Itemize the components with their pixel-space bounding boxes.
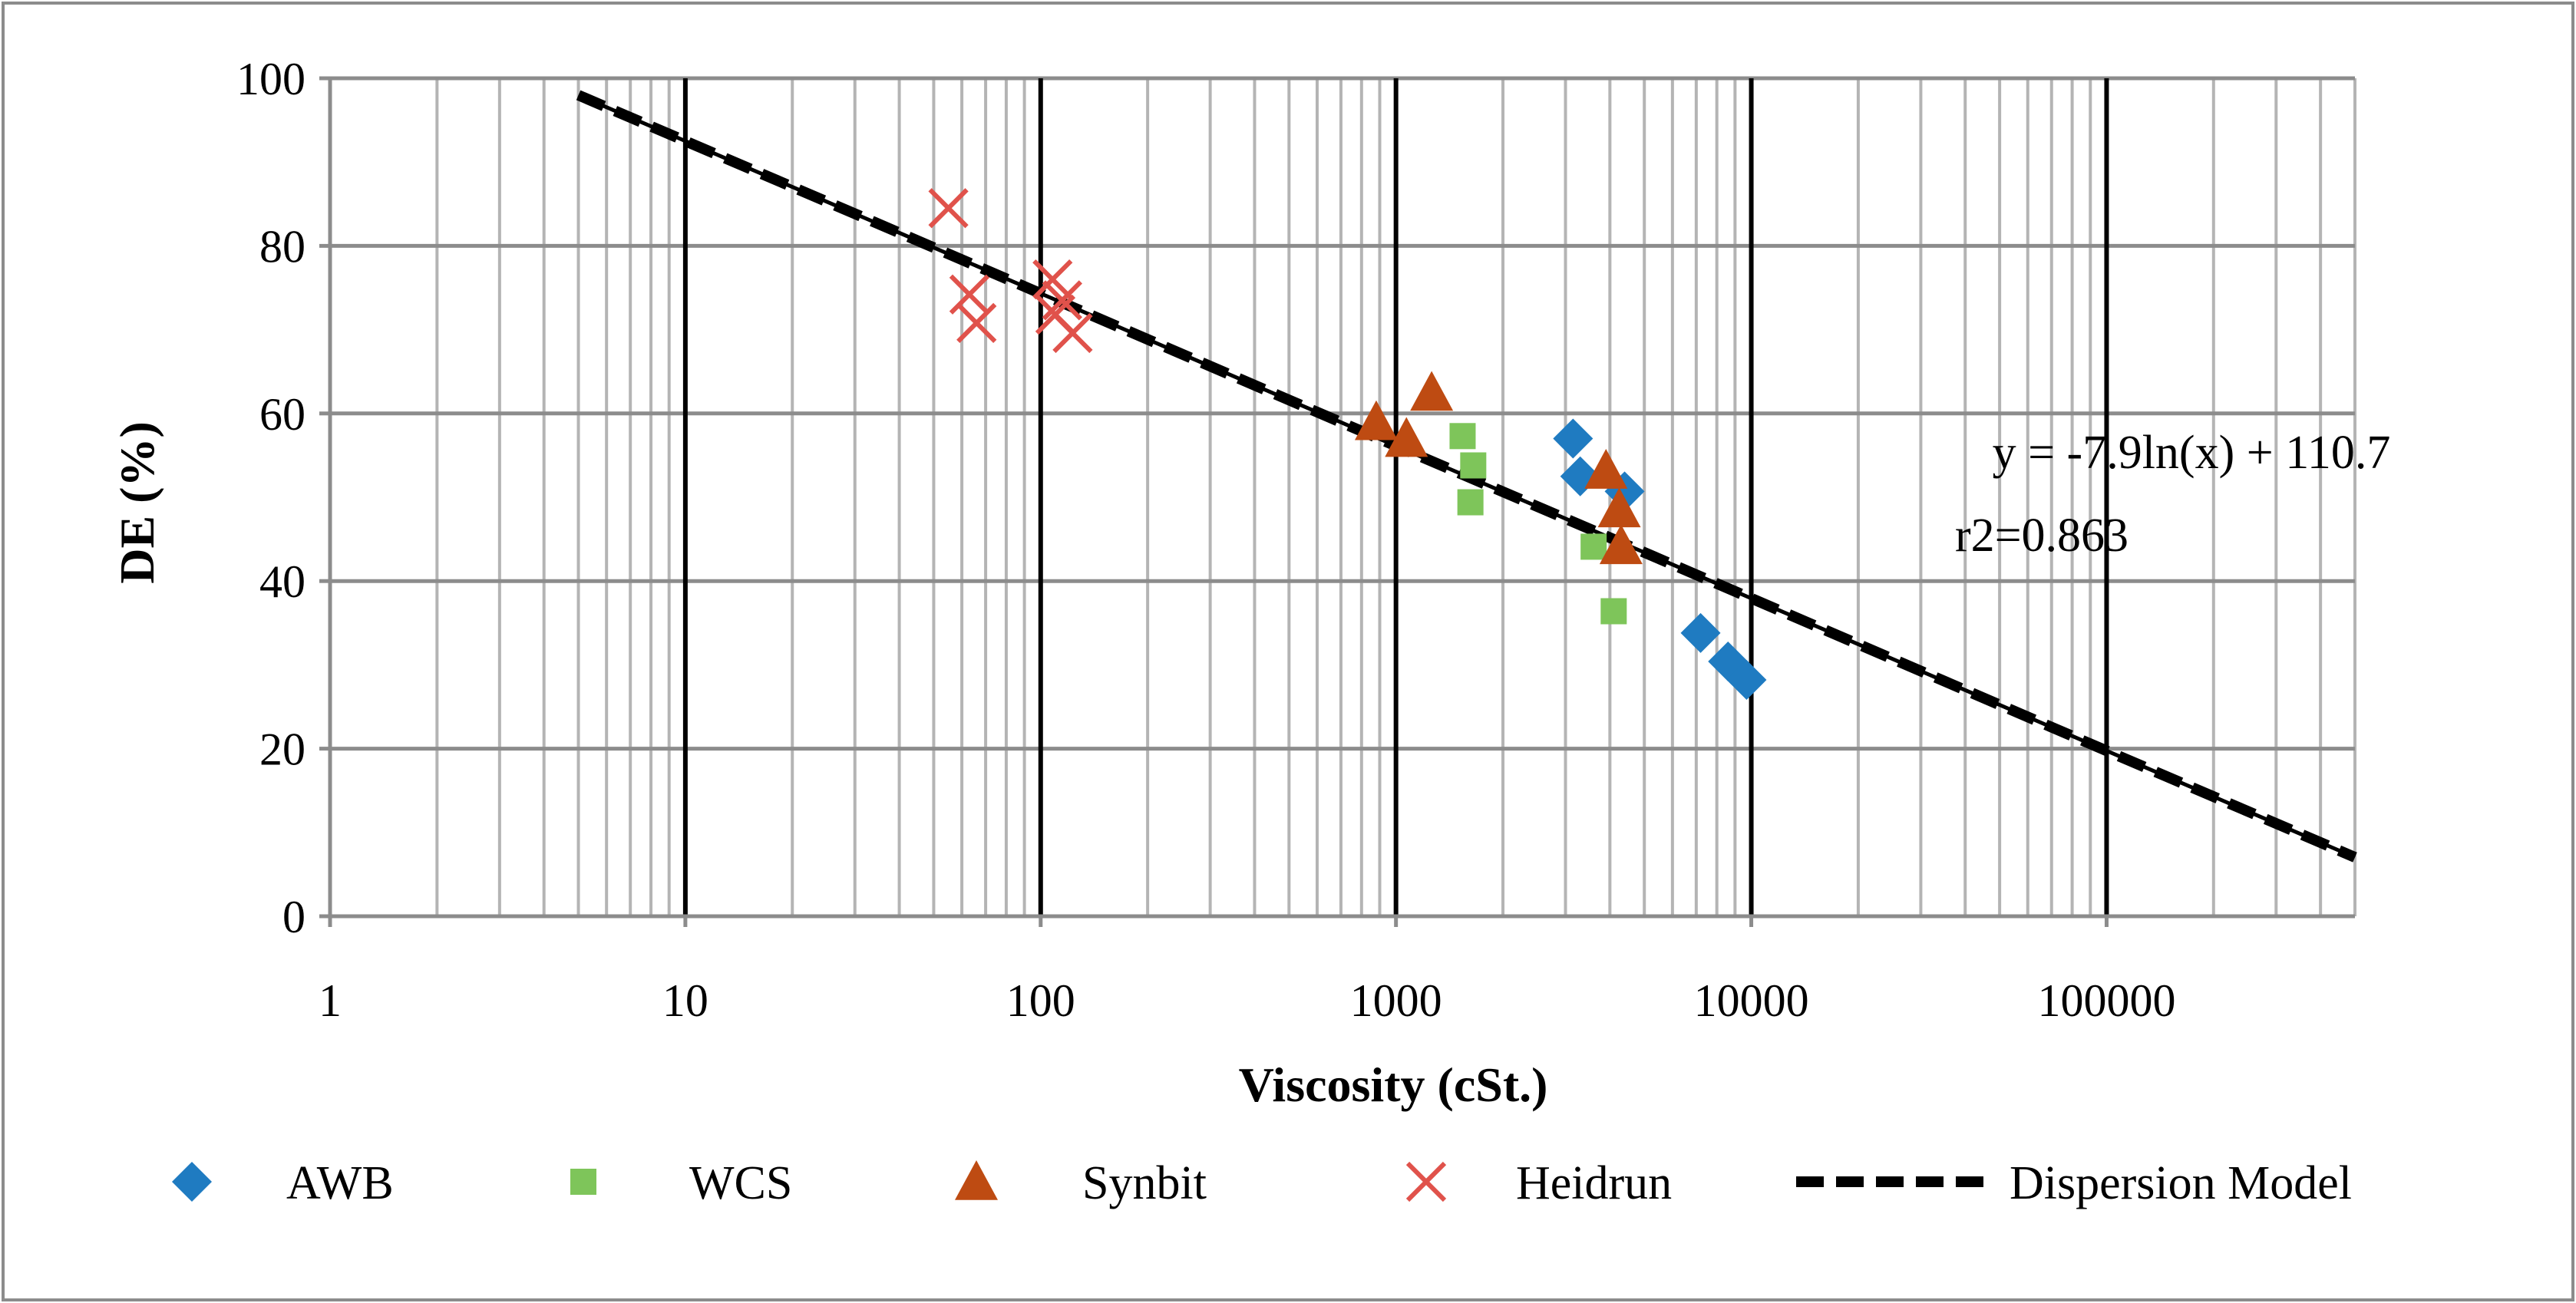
legend-item-awb: AWB: [172, 1157, 394, 1209]
heidrun-point-stroke: [956, 302, 997, 343]
y-tick-label: 0: [282, 892, 305, 942]
legend-swatch-heidrun: [1405, 1161, 1447, 1202]
heidrun-point-stroke: [1042, 280, 1082, 321]
legend-label-dispersion-model: Dispersion Model: [2010, 1157, 2352, 1209]
heidrun-point: [956, 302, 997, 343]
y-tick-label: 100: [236, 54, 305, 104]
legend-label-awb: AWB: [286, 1157, 394, 1209]
heidrun-point-stroke: [1032, 259, 1073, 300]
synbit-point: [1584, 449, 1628, 489]
awb-point: [1726, 660, 1767, 701]
heidrun-point: [1052, 312, 1093, 354]
x-tick-label: 1: [319, 975, 342, 1026]
awb-point: [1553, 418, 1593, 459]
y-tick-label: 60: [259, 389, 305, 440]
legend-label-heidrun: Heidrun: [1516, 1157, 1672, 1209]
x-tick-labels: 1 10 100 1000 10000 100000: [319, 975, 2175, 1026]
x-tick-label: 100000: [2037, 975, 2175, 1026]
y-tick-labels: 0 20 40 60 80 100: [236, 54, 305, 942]
y-tick-label: 80: [259, 221, 305, 272]
legend: AWB WCS Synbit Heidrun Dispersion Model: [172, 1157, 2352, 1209]
synbit-point: [1597, 487, 1641, 528]
wcs-point: [1449, 423, 1476, 450]
synbit-point: [1410, 371, 1454, 411]
legend-swatch-awb: [172, 1162, 212, 1202]
y-axis-title: DE (%): [110, 421, 164, 584]
synbit-point: [1599, 524, 1643, 565]
synbit-point: [1385, 417, 1428, 457]
x-tick-label: 100: [1006, 975, 1075, 1026]
heidrun-point-stroke: [928, 188, 969, 229]
wcs-point: [1460, 452, 1487, 479]
legend-swatch-wcs: [570, 1169, 596, 1195]
x-axis-title: Viscosity (cSt.): [1239, 1057, 1548, 1112]
heidrun-point: [1032, 259, 1073, 300]
legend-label-synbit: Synbit: [1082, 1157, 1207, 1209]
legend-swatch-synbit: [955, 1160, 998, 1200]
r-squared-label: r2=0.863: [1955, 510, 2129, 562]
heidrun-point: [1042, 280, 1082, 321]
data-points-layer: [928, 188, 1767, 701]
wcs-point: [1580, 533, 1607, 560]
x-tick-label: 10: [662, 975, 708, 1026]
equation-label: y = -7.9ln(x) + 110.7: [1993, 427, 2391, 479]
wcs-point: [1600, 598, 1627, 625]
x-tick-label: 1000: [1350, 975, 1442, 1026]
y-tick-label: 40: [259, 556, 305, 607]
synbit-point: [1354, 400, 1398, 440]
legend-swatch-heidrun-stroke: [1405, 1161, 1447, 1202]
legend-item-heidrun: Heidrun: [1405, 1157, 1672, 1209]
legend-item-synbit: Synbit: [955, 1157, 1207, 1209]
legend-label-wcs: WCS: [689, 1157, 792, 1209]
heidrun-point: [928, 188, 969, 229]
awb-point: [1680, 612, 1721, 653]
legend-item-dispersion-model: Dispersion Model: [1796, 1157, 2352, 1209]
heidrun-point-stroke: [1052, 312, 1093, 354]
y-tick-label: 20: [259, 724, 305, 775]
major-gridlines: [319, 76, 2355, 927]
legend-item-wcs: WCS: [570, 1157, 792, 1209]
wcs-point: [1457, 489, 1484, 516]
x-tick-label: 10000: [1694, 975, 1809, 1026]
minor-gridlines: [435, 78, 2356, 916]
